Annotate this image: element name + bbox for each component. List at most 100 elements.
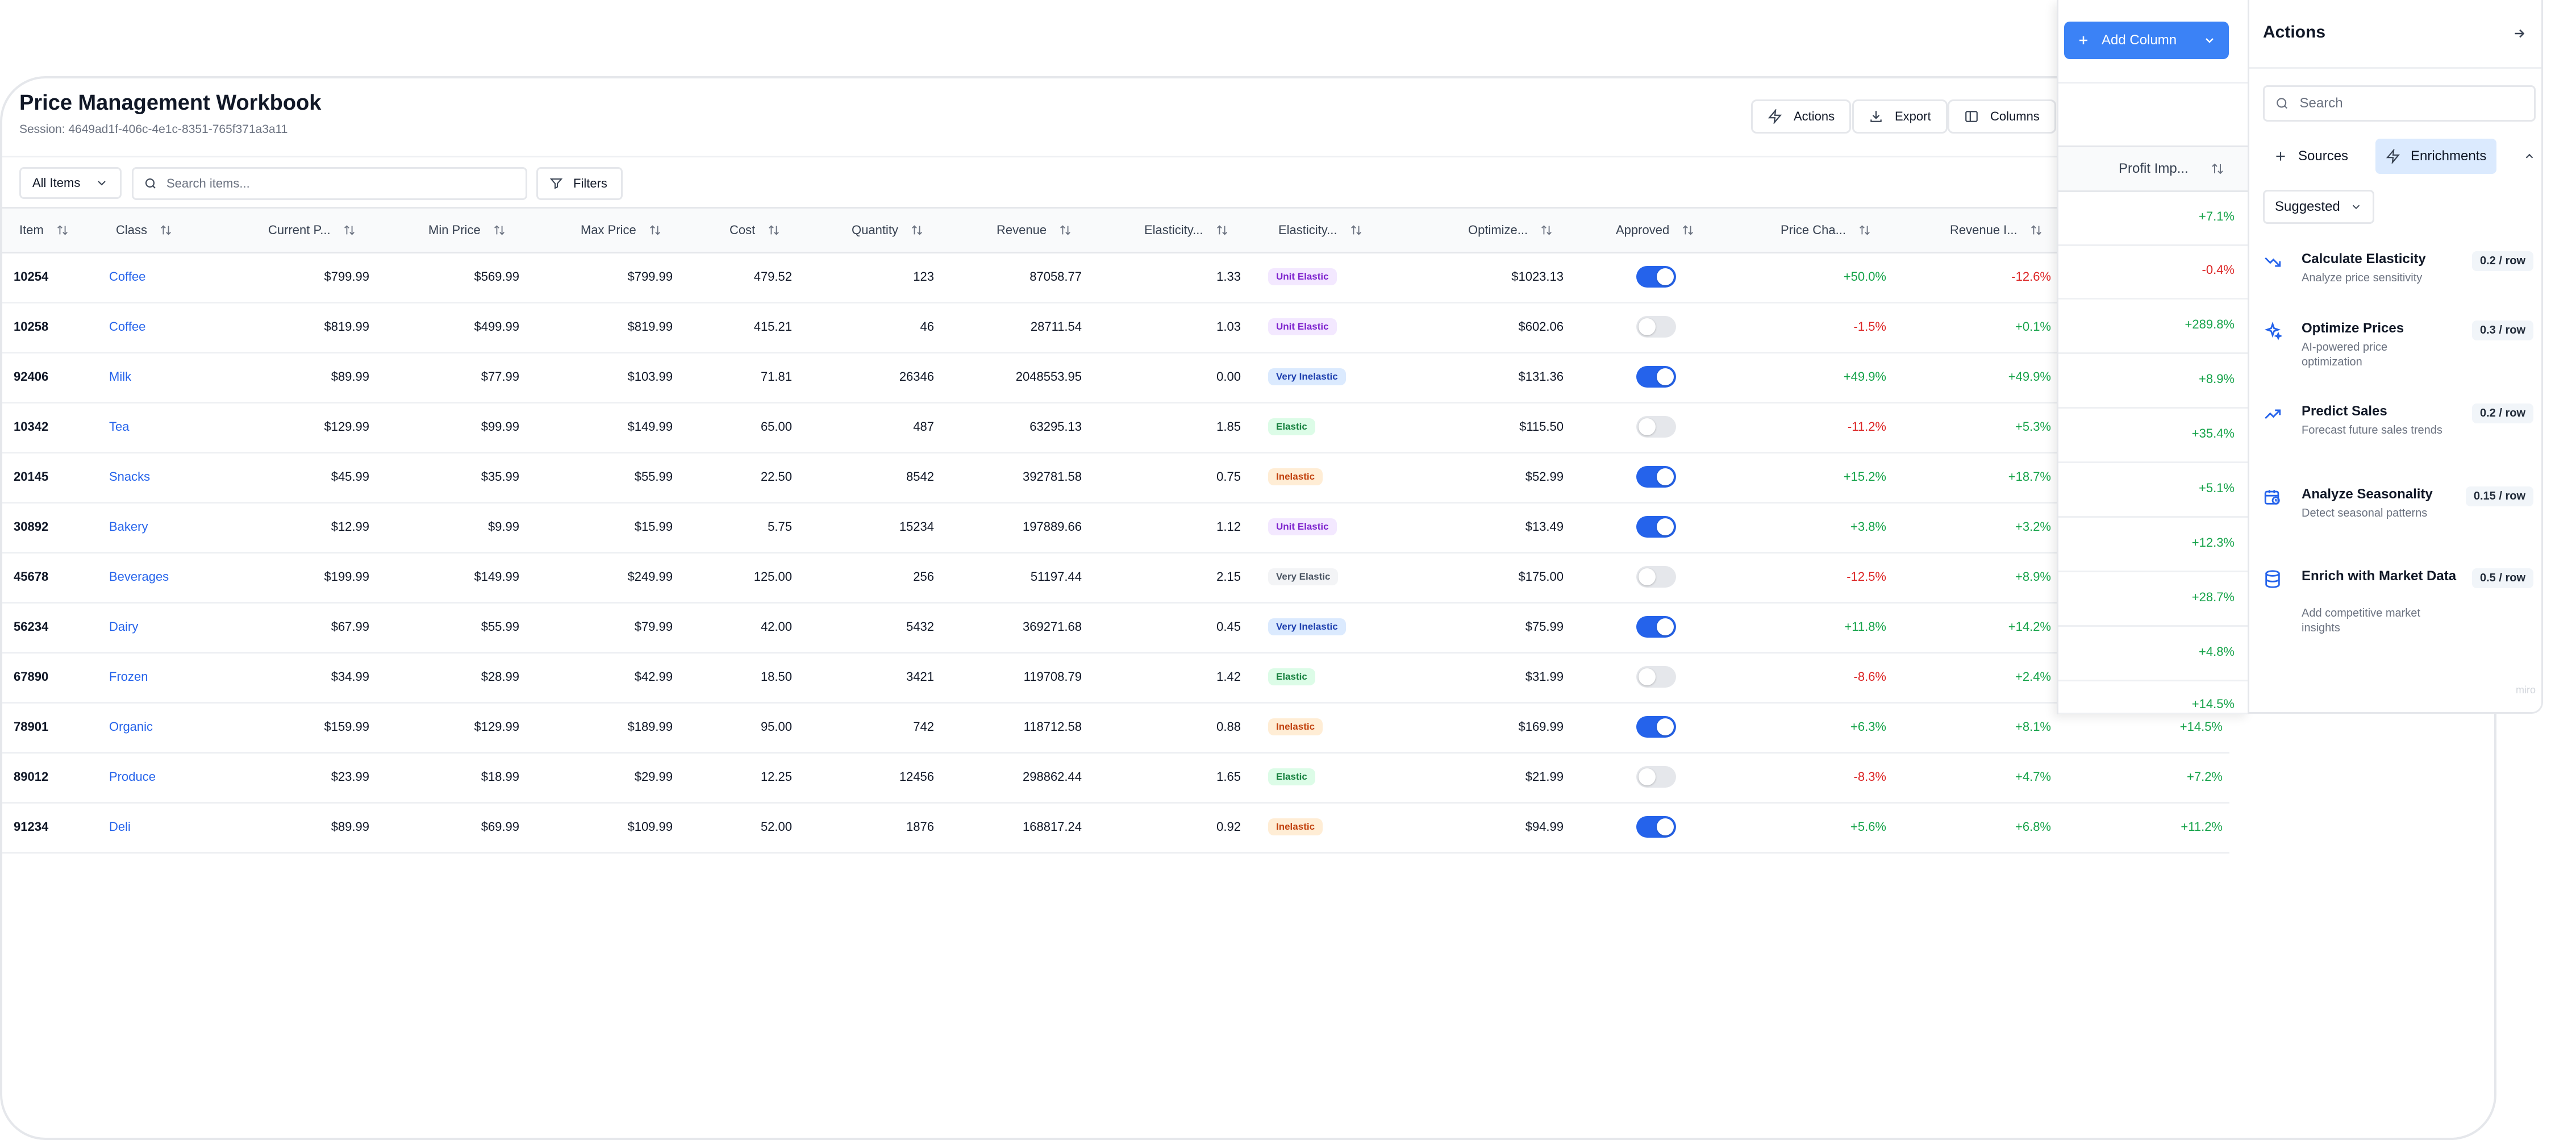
cell-elasticity: 1.42	[1216, 669, 1241, 684]
enrichment-item[interactable]: Predict Sales Forecast future sales trend…	[2261, 402, 2533, 465]
approved-toggle[interactable]	[1636, 716, 1676, 738]
search-items-box[interactable]	[132, 167, 527, 200]
export-button[interactable]: Export	[1852, 99, 1948, 134]
columns-button[interactable]: Columns	[1948, 99, 2056, 134]
cell-class[interactable]: Produce	[109, 769, 156, 784]
table-row[interactable]: 92406 Milk $89.99 $77.99 $103.99 71.81 26346 20…	[2, 352, 2229, 403]
cell-class[interactable]: Coffee	[109, 319, 146, 334]
table-row[interactable]: 10258 Coffee $819.99 $499.99 $819.99 415.21 46…	[2, 302, 2229, 353]
table-row[interactable]: 20145 Snacks $45.99 $35.99 $55.99 22.50 8542 39…	[2, 452, 2229, 504]
cell-optimized: $169.99	[1518, 719, 1564, 734]
chevron-up-icon[interactable]	[2523, 150, 2536, 163]
cell-class[interactable]: Milk	[109, 369, 132, 384]
approved-toggle[interactable]	[1636, 366, 1676, 388]
cell-class[interactable]: Beverages	[109, 569, 169, 584]
enrichment-item[interactable]: Calculate Elasticity Analyze price sensit…	[2261, 250, 2533, 313]
sort-icon[interactable]	[493, 224, 506, 236]
table-row[interactable]: 30892 Bakery $12.99 $9.99 $15.99 5.75 15234 197…	[2, 502, 2229, 554]
actions-search-box[interactable]	[2263, 85, 2536, 122]
actions-button[interactable]: Actions	[1751, 99, 1852, 134]
table-row[interactable]: 67890 Frozen $34.99 $28.99 $42.99 18.50 3421 11…	[2, 652, 2229, 704]
sort-icon[interactable]	[649, 224, 661, 236]
tab-enrichments[interactable]: Enrichments	[2375, 139, 2497, 174]
sort-icon[interactable]	[1858, 224, 1871, 236]
approved-toggle[interactable]	[1636, 416, 1676, 438]
approved-toggle[interactable]	[1636, 466, 1676, 488]
cell-class[interactable]: Snacks	[109, 469, 151, 484]
column-header[interactable]: Price Cha...	[1781, 209, 1871, 252]
items-filter-dropdown[interactable]: All Items	[19, 167, 122, 199]
sort-icon[interactable]	[56, 224, 69, 236]
actions-search-input[interactable]	[2298, 95, 2524, 112]
sort-icon[interactable]	[1350, 224, 1362, 236]
cell-class[interactable]: Deli	[109, 819, 131, 834]
sort-icon[interactable]	[1216, 224, 1228, 236]
arrow-right-icon[interactable]	[2512, 26, 2527, 41]
cell-item: 78901	[14, 719, 49, 734]
tab-sources-label: Sources	[2298, 148, 2349, 164]
profit-impact-header[interactable]: Profit Imp...	[2058, 145, 2249, 192]
table-row[interactable]: 10254 Coffee $799.99 $569.99 $799.99 479.52 12…	[2, 252, 2229, 303]
approved-toggle[interactable]	[1636, 516, 1676, 538]
approved-toggle[interactable]	[1636, 666, 1676, 688]
enrichment-item[interactable]: Enrich with Market Data Add competitive m…	[2261, 567, 2533, 634]
column-header[interactable]: Current P...	[268, 209, 356, 252]
cell-class[interactable]: Coffee	[109, 269, 146, 284]
approved-toggle[interactable]	[1636, 316, 1676, 338]
filters-button[interactable]: Filters	[536, 167, 623, 200]
cell-elasticity-category: Elastic	[1268, 402, 1315, 452]
column-header[interactable]: Quantity	[852, 209, 923, 252]
cell-elasticity: 2.15	[1216, 569, 1241, 584]
column-header[interactable]: Elasticity...	[1144, 209, 1228, 252]
suggested-dropdown[interactable]: Suggested	[2263, 190, 2374, 224]
add-column-button[interactable]: Add Column	[2064, 22, 2229, 59]
enrichment-item[interactable]: Analyze Seasonality Detect seasonal patte…	[2261, 485, 2533, 548]
table-row[interactable]: 56234 Dairy $67.99 $55.99 $79.99 42.00 5432 369…	[2, 602, 2229, 654]
sort-icon[interactable]	[2030, 224, 2043, 236]
approved-toggle[interactable]	[1636, 266, 1676, 288]
sort-icon[interactable]	[343, 224, 356, 236]
approved-toggle[interactable]	[1636, 566, 1676, 588]
table-row[interactable]: 89012 Produce $23.99 $18.99 $29.99 12.25 12456…	[2, 752, 2229, 804]
search-items-input[interactable]	[165, 176, 508, 192]
sort-icon[interactable]	[160, 224, 172, 236]
column-header[interactable]: Revenue I...	[1950, 209, 2043, 252]
approved-toggle[interactable]	[1636, 816, 1676, 838]
profit-impact-row: -0.4%	[2058, 243, 2249, 299]
sort-icon[interactable]	[1682, 224, 1694, 236]
search-icon	[145, 178, 156, 189]
approved-toggle[interactable]	[1636, 766, 1676, 788]
tab-sources[interactable]: Sources	[2263, 139, 2358, 174]
table-row[interactable]: 45678 Beverages $199.99 $149.99 $249.99 125.0…	[2, 552, 2229, 604]
column-header[interactable]: Item	[19, 209, 69, 252]
sort-icon[interactable]	[2211, 162, 2224, 176]
cell-elasticity-category: Unit Elastic	[1268, 502, 1337, 552]
table-row[interactable]: 78901 Organic $159.99 $129.99 $189.99 95.00 74…	[2, 702, 2229, 754]
column-header[interactable]: Approved	[1616, 209, 1694, 252]
column-header[interactable]: Optimize...	[1468, 209, 1553, 252]
cell-class[interactable]: Organic	[109, 719, 153, 734]
cell-qty: 123	[913, 269, 934, 284]
column-header[interactable]: Max Price	[581, 209, 661, 252]
sort-icon[interactable]	[1540, 224, 1553, 236]
table-row[interactable]: 10342 Tea $129.99 $99.99 $149.99 65.00 487 6329…	[2, 402, 2229, 453]
cell-class[interactable]: Tea	[109, 419, 130, 434]
cell-class[interactable]: Frozen	[109, 669, 148, 684]
cell-cost: 18.50	[760, 669, 792, 684]
sort-icon[interactable]	[1059, 224, 1072, 236]
cell-class[interactable]: Dairy	[109, 619, 139, 634]
enrichment-rate-badge: 0.2 / row	[2471, 251, 2533, 271]
sort-icon[interactable]	[911, 224, 923, 236]
cell-class[interactable]: Bakery	[109, 519, 148, 534]
plus-icon	[2079, 36, 2087, 44]
sort-icon[interactable]	[768, 224, 780, 236]
column-header[interactable]: Min Price	[428, 209, 506, 252]
enrichment-item[interactable]: Optimize Prices AI-powered price optimiza…	[2261, 319, 2533, 382]
column-header[interactable]: Cost	[730, 209, 780, 252]
table-row[interactable]: 91234 Deli $89.99 $69.99 $109.99 52.00 1876 168…	[2, 802, 2229, 854]
column-header[interactable]: Class	[116, 209, 172, 252]
column-header[interactable]: Revenue	[997, 209, 1072, 252]
column-header[interactable]: Elasticity...	[1278, 209, 1362, 252]
approved-toggle[interactable]	[1636, 616, 1676, 638]
cell-price-change: +5.6%	[1850, 819, 1886, 834]
